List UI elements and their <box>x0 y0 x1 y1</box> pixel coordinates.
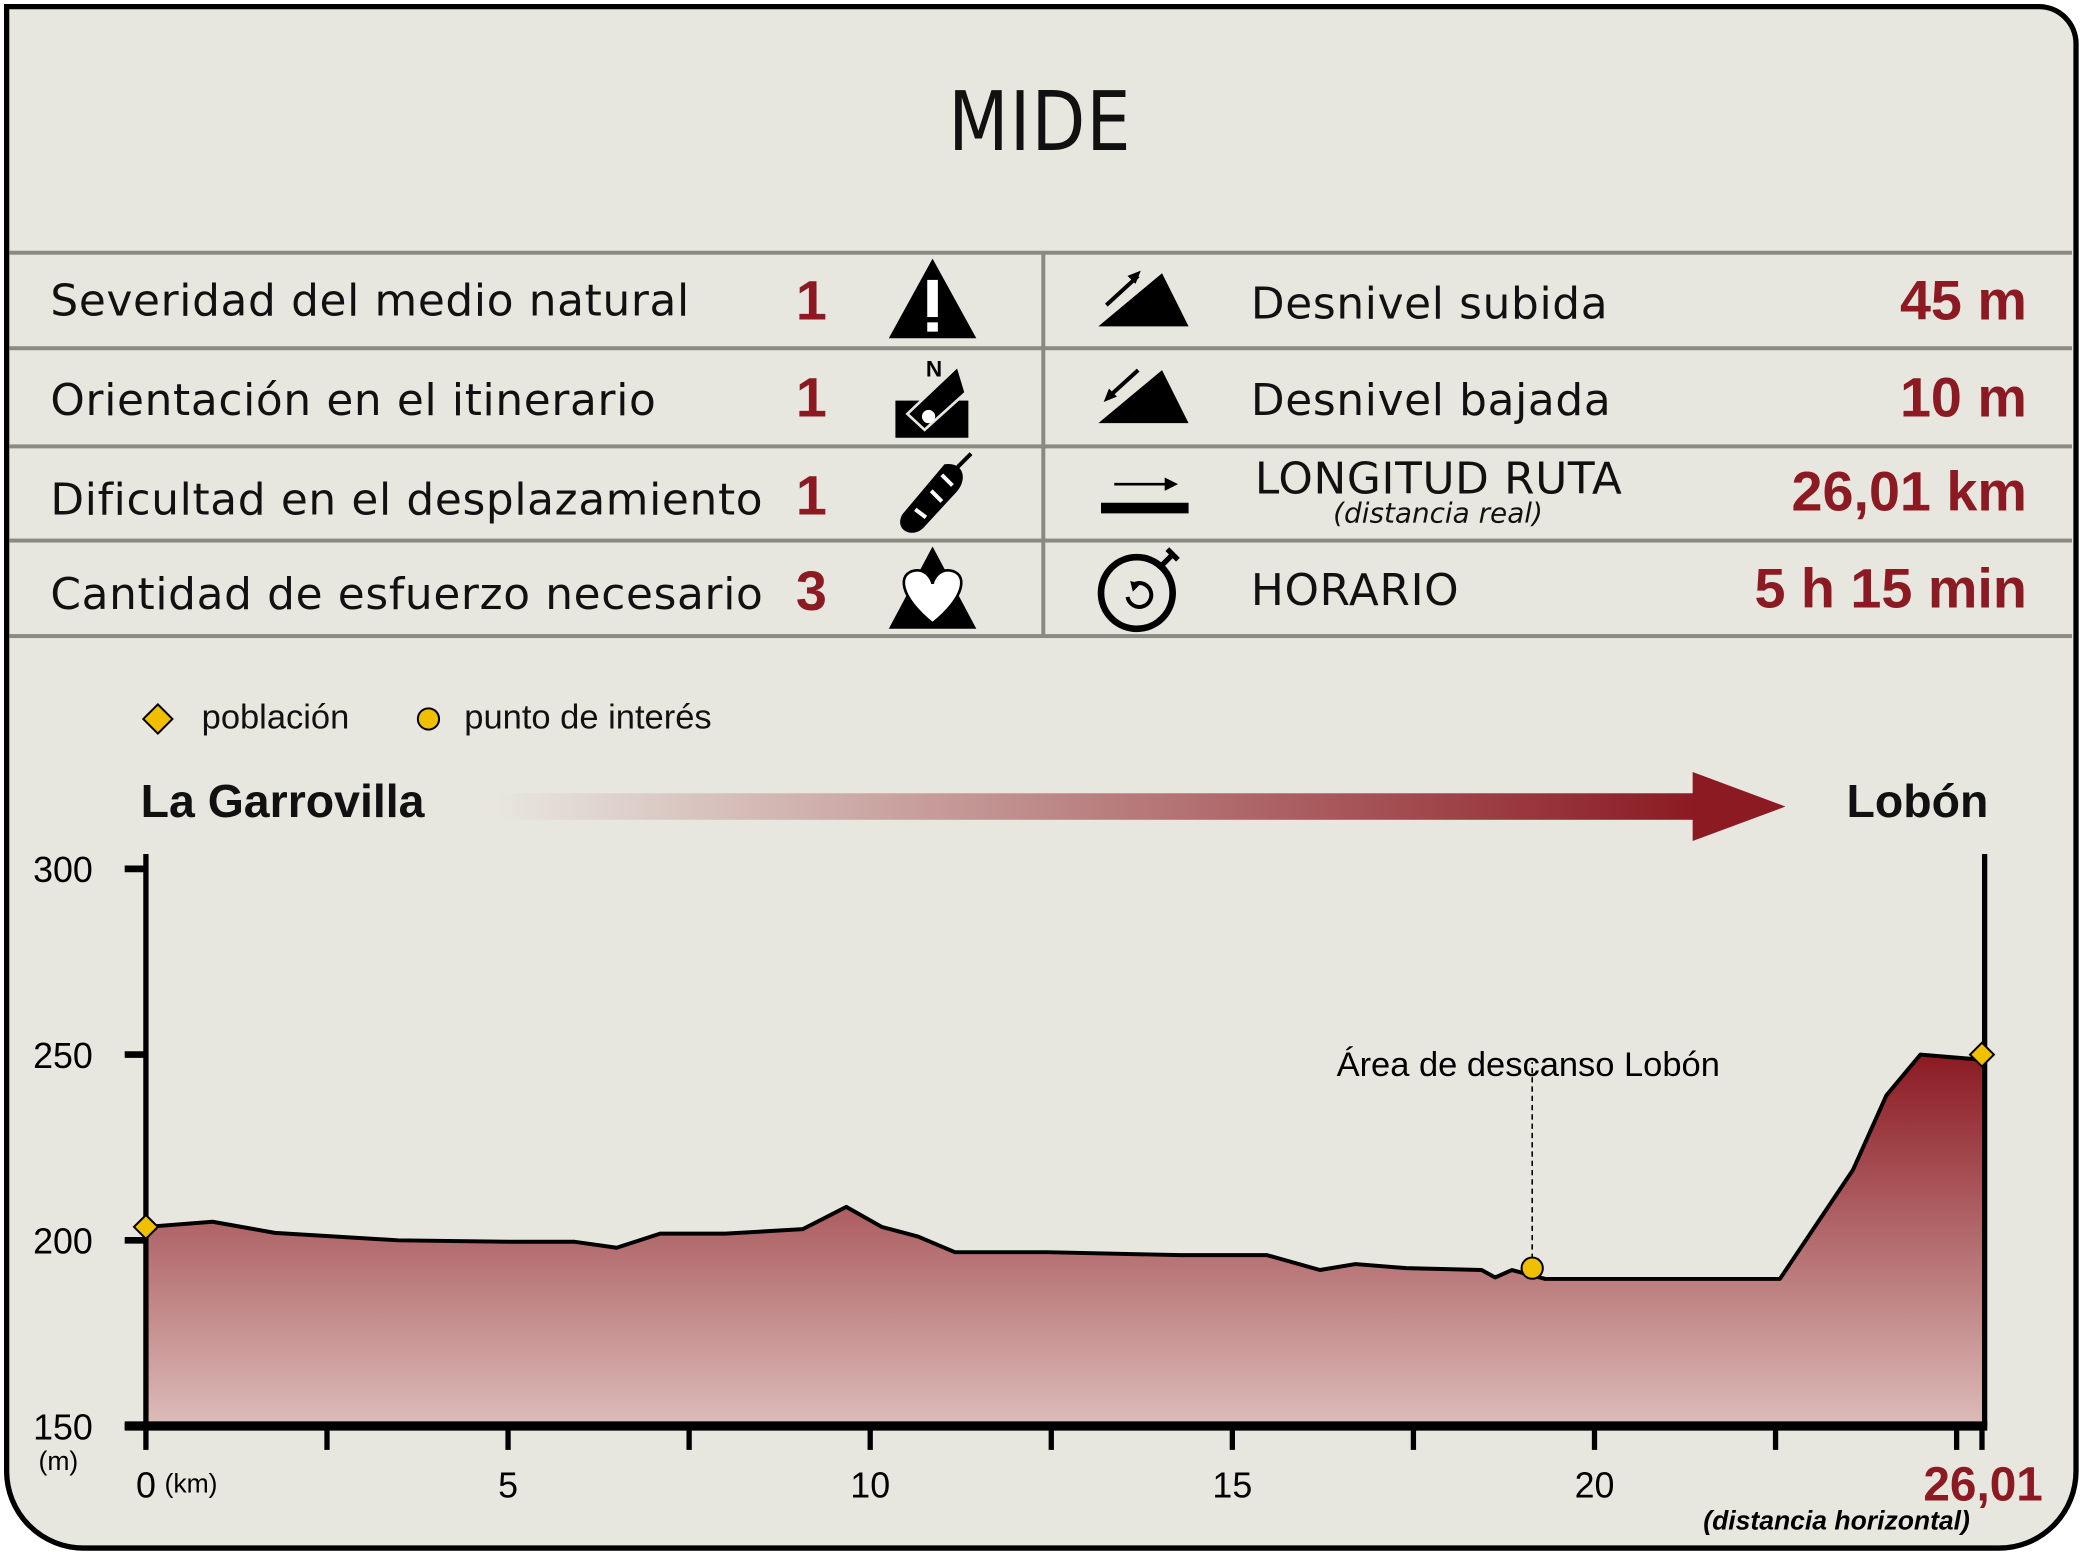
elevation-area <box>145 1054 1982 1427</box>
y-tick-label: 300 <box>33 850 93 890</box>
stat-value-ascent: 45 m <box>1899 269 2027 332</box>
route-end: Lobón <box>1846 776 1989 828</box>
y-tick-label: 200 <box>33 1222 93 1262</box>
divider <box>9 250 2073 255</box>
x-tick-label: 10 <box>850 1466 890 1506</box>
x-tick-label: 20 <box>1575 1466 1615 1506</box>
elevation-profile-chart: 150 200 250 300 0 5 10 15 20 (km) (m) 26,01(distanc… <box>33 850 2043 1535</box>
elevation-line <box>145 1052 1983 1281</box>
mide-label-severity: Severidad del medio natural <box>50 274 690 327</box>
y-tick-label: 150 <box>33 1407 93 1447</box>
divider <box>9 444 2073 449</box>
stopwatch-icon <box>1097 547 1180 633</box>
legend-town: población <box>201 696 350 737</box>
stat-value-time: 5 h 15 min <box>1754 557 2027 620</box>
mide-label-effort: Cantidad de esfuerzo necesario <box>50 567 764 620</box>
svg-text:N: N <box>926 357 942 382</box>
x-end-note: (distancia horizontal) <box>1703 1505 1970 1535</box>
mide-value-orientation: 1 <box>795 366 827 429</box>
stat-sublabel-length: (distancia real) <box>1333 497 1543 530</box>
poi-label: Área de descanso Lobón <box>1337 1045 1720 1084</box>
legend-poi: punto de interés <box>464 696 712 737</box>
mide-value-difficulty: 1 <box>795 464 827 527</box>
divider-vertical <box>1041 252 1046 637</box>
stat-value-length: 26,01 km <box>1791 460 2027 523</box>
direction-arrow-icon <box>490 772 1786 842</box>
town-marker <box>1968 1041 1996 1068</box>
heart-mountain-icon <box>888 546 977 629</box>
stat-label-length: LONGITUD RUTA <box>1254 452 1623 505</box>
divider <box>9 346 2073 351</box>
mide-value-effort: 3 <box>795 559 827 623</box>
stat-value-descent: 10 m <box>1899 366 2027 429</box>
poi-marker <box>1520 1256 1544 1280</box>
footprint-icon <box>900 452 973 533</box>
x-axis-label: (km) <box>164 1468 217 1498</box>
route-start: La Garrovilla <box>140 776 425 828</box>
warning-triangle-icon <box>888 258 977 339</box>
stat-label-time: HORARIO <box>1250 563 1460 616</box>
y-tick-label: 250 <box>33 1036 93 1076</box>
mide-label-orientation: Orientación en el itinerario <box>50 374 657 426</box>
divider <box>9 634 2073 639</box>
page-title: MIDE <box>948 72 1132 170</box>
x-tick-label: 15 <box>1212 1466 1252 1506</box>
town-marker <box>132 1213 160 1241</box>
x-tick-label: 5 <box>498 1466 518 1506</box>
x-end-label: 26,01 <box>1923 1458 2043 1511</box>
mide-label-difficulty: Dificultad en el desplazamiento <box>50 473 764 526</box>
compass-north-icon: N <box>895 357 969 438</box>
distance-arrow-icon <box>1101 477 1189 514</box>
descent-icon <box>1098 368 1189 424</box>
town-marker-icon <box>141 702 174 735</box>
x-tick-label: 0 <box>136 1466 156 1506</box>
y-axis-label: (m) <box>38 1446 78 1476</box>
stat-label-ascent: Desnivel subida <box>1250 277 1609 329</box>
divider <box>9 538 2073 543</box>
poi-marker-icon <box>416 707 441 731</box>
stat-label-descent: Desnivel bajada <box>1250 374 1612 426</box>
ascent-icon <box>1098 270 1189 327</box>
mide-value-severity: 1 <box>795 269 827 332</box>
